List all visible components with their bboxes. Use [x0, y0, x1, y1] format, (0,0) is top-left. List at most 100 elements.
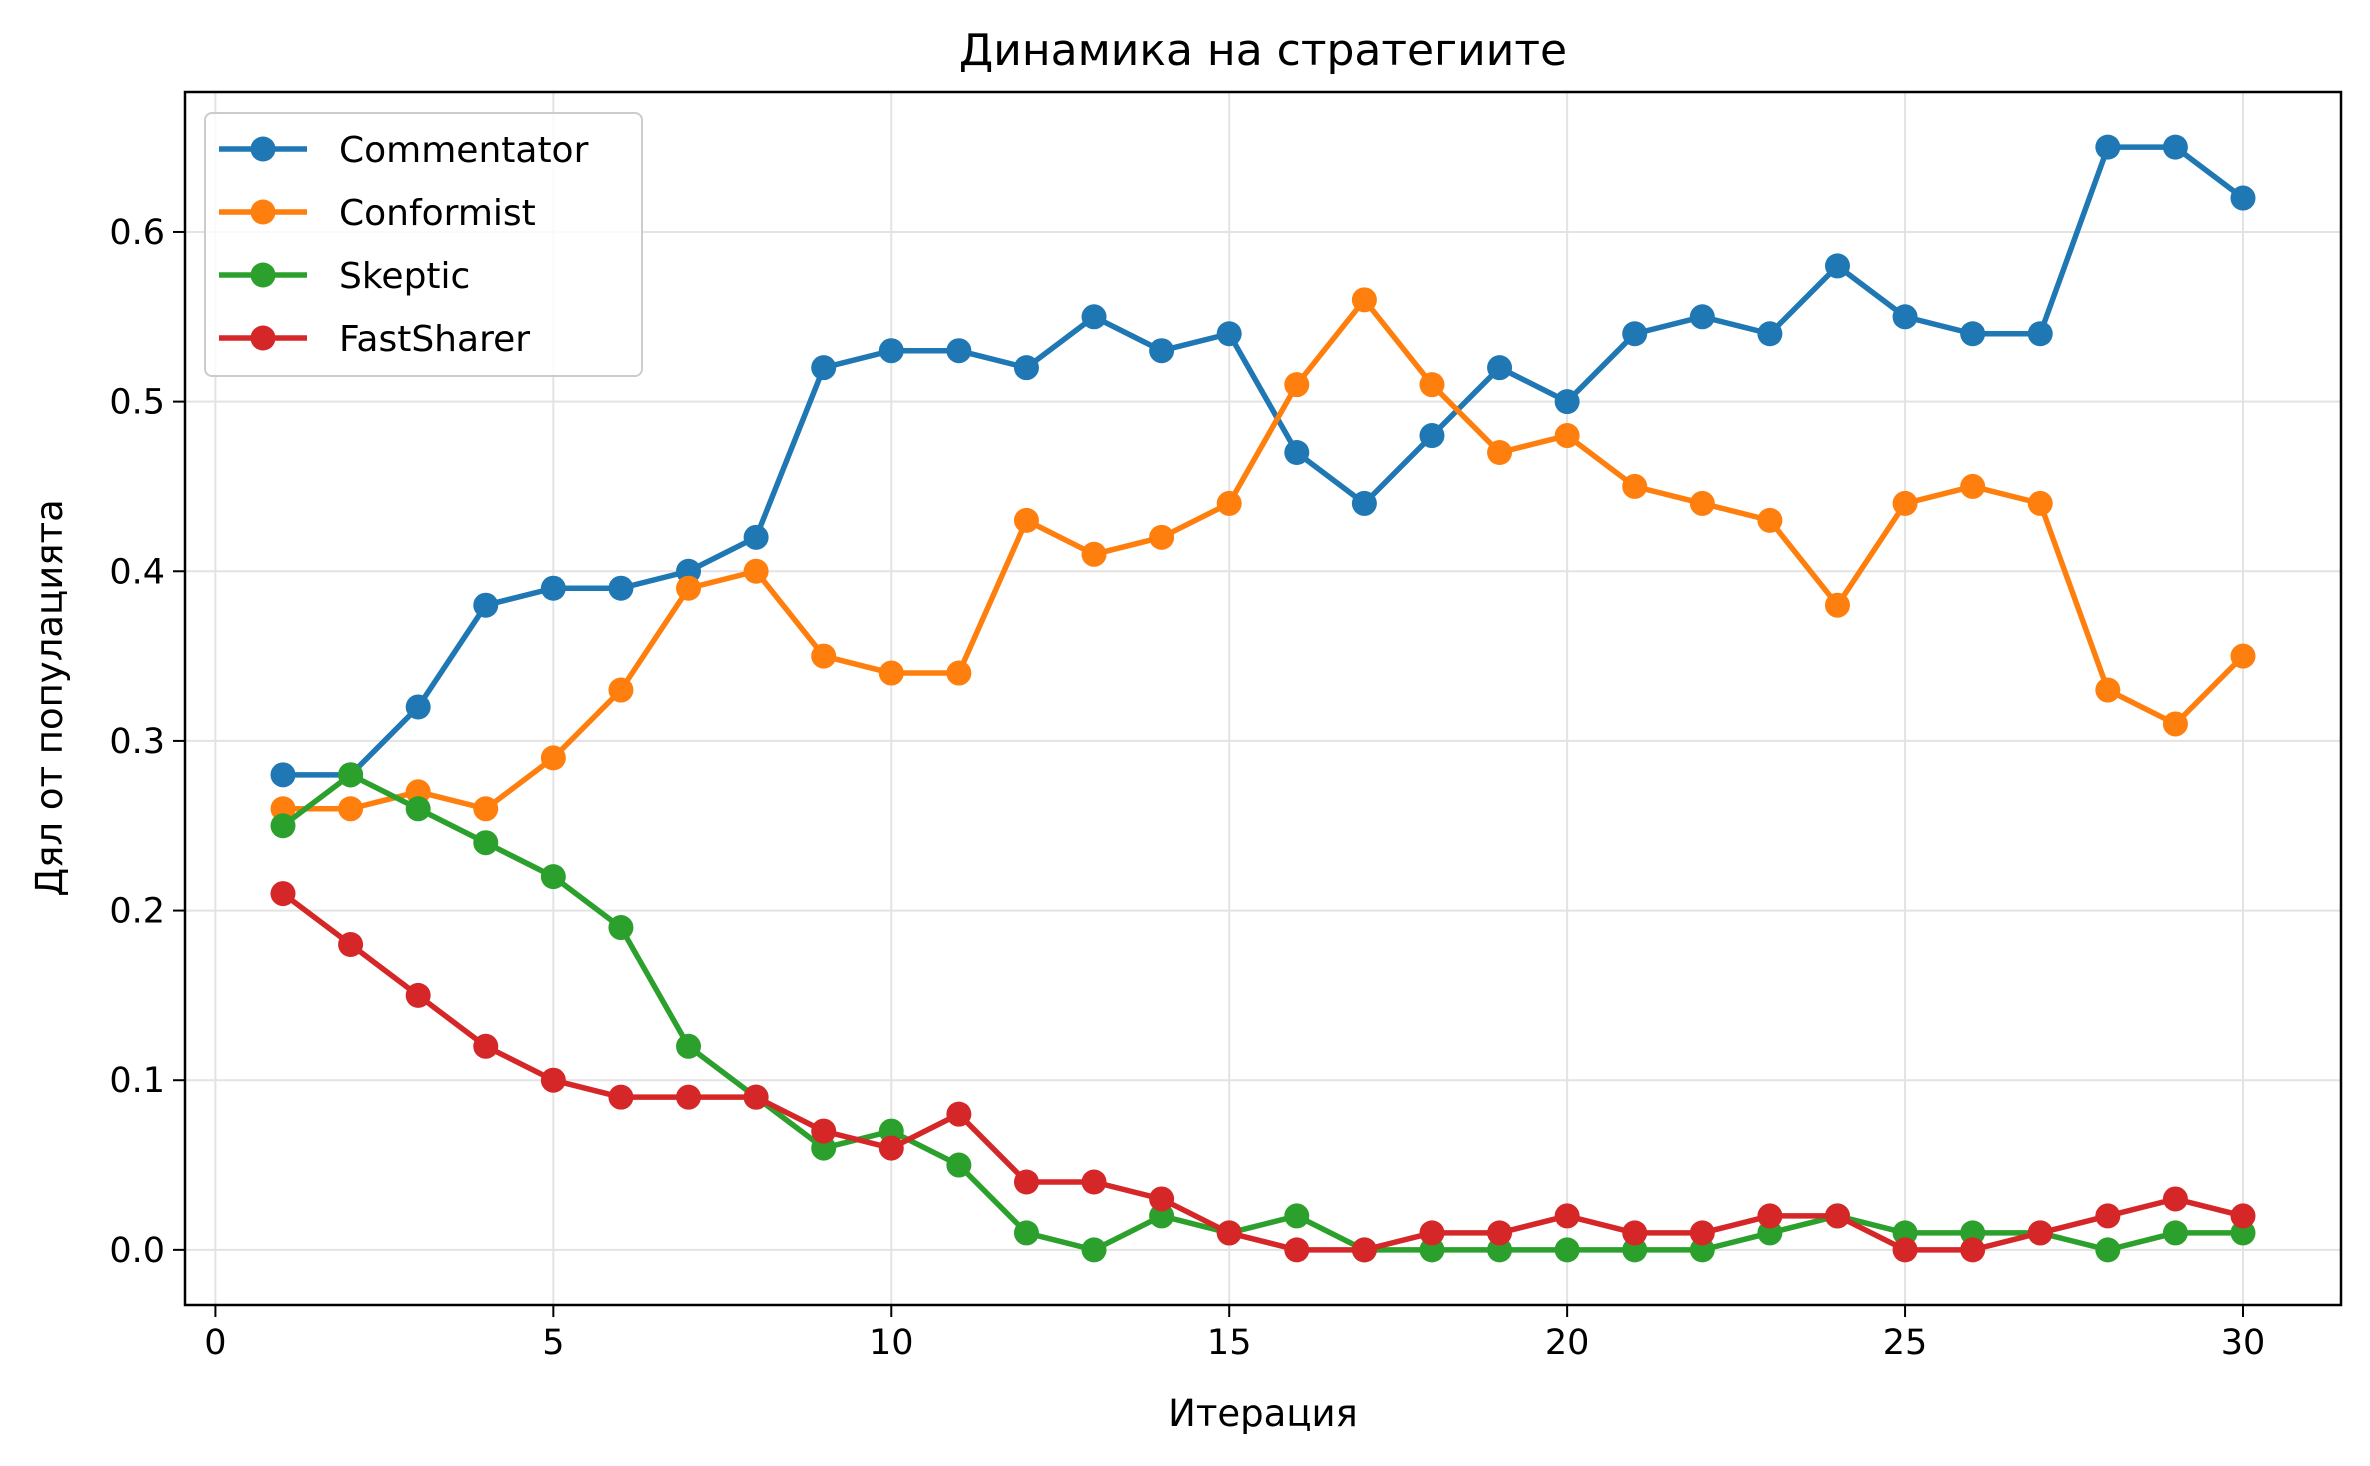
data-point-conformist — [1960, 473, 1986, 499]
data-point-commentator — [540, 575, 566, 601]
data-point-fastsharer — [811, 1118, 837, 1144]
x-axis-label: Итерация — [1168, 1392, 1358, 1435]
data-point-fastsharer — [1351, 1237, 1377, 1263]
data-point-conformist — [1689, 490, 1715, 516]
data-point-skeptic — [1284, 1203, 1310, 1229]
data-point-commentator — [1960, 321, 1986, 347]
series-conformist — [270, 287, 2256, 822]
data-point-commentator — [1284, 440, 1310, 466]
data-point-fastsharer — [540, 1067, 566, 1093]
data-point-fastsharer — [1960, 1237, 1986, 1263]
data-point-conformist — [2027, 490, 2053, 516]
data-point-commentator — [811, 355, 837, 381]
data-point-commentator — [473, 592, 499, 618]
data-point-fastsharer — [2230, 1203, 2256, 1229]
data-point-conformist — [878, 660, 904, 686]
series-skeptic — [270, 762, 2256, 1263]
data-point-fastsharer — [338, 931, 364, 957]
legend-label: FastSharer — [339, 319, 530, 360]
data-point-skeptic — [2095, 1237, 2121, 1263]
data-point-conformist — [338, 796, 364, 822]
axes-ticks: 0 5 10 15 20 25 30 0.0 0.1 0.2 0.3 0.4 0.5 0.6 — [109, 213, 2265, 1363]
data-point-fastsharer — [1757, 1203, 1783, 1229]
data-point-conformist — [1419, 372, 1445, 398]
data-point-commentator — [878, 338, 904, 364]
data-point-commentator — [743, 524, 769, 550]
data-point-fastsharer — [1216, 1220, 1242, 1246]
data-point-commentator — [1351, 490, 1377, 516]
data-point-commentator — [405, 694, 431, 720]
data-point-commentator — [946, 338, 972, 364]
plot-area — [270, 134, 2256, 1263]
series-line-skeptic — [280, 772, 2246, 1253]
data-point-conformist — [608, 677, 634, 703]
series-line-fastsharer — [280, 890, 2246, 1253]
plot-frame — [183, 90, 2343, 1307]
data-point-skeptic — [1013, 1220, 1039, 1246]
y-tick-label: 0.4 — [109, 552, 165, 592]
chart-title: Динамика на стратегиите — [959, 25, 1567, 76]
data-point-fastsharer — [1824, 1203, 1850, 1229]
x-tick-label: 15 — [1207, 1323, 1252, 1363]
data-point-fastsharer — [1622, 1220, 1648, 1246]
data-point-skeptic — [608, 915, 634, 941]
data-point-skeptic — [338, 762, 364, 788]
data-point-fastsharer — [1149, 1186, 1175, 1212]
data-point-commentator — [2027, 321, 2053, 347]
y-tick-label: 0.2 — [109, 892, 165, 932]
data-point-conformist — [1824, 592, 1850, 618]
data-point-fastsharer — [1284, 1237, 1310, 1263]
data-point-commentator — [1622, 321, 1648, 347]
grid — [185, 92, 2341, 1305]
data-point-conformist — [540, 745, 566, 771]
data-point-skeptic — [2162, 1220, 2188, 1246]
data-point-skeptic — [405, 796, 431, 822]
data-point-conformist — [743, 558, 769, 584]
data-point-commentator — [1149, 338, 1175, 364]
data-point-commentator — [270, 762, 296, 788]
data-point-commentator — [2230, 185, 2256, 211]
y-tick-label: 0.3 — [109, 722, 165, 762]
y-tick-label: 0.6 — [109, 213, 165, 253]
data-point-fastsharer — [1013, 1169, 1039, 1195]
data-point-fastsharer — [2095, 1203, 2121, 1229]
data-point-commentator — [1892, 304, 1918, 330]
data-point-fastsharer — [2027, 1220, 2053, 1246]
data-point-skeptic — [1081, 1237, 1107, 1263]
data-point-fastsharer — [2162, 1186, 2188, 1212]
data-point-commentator — [1689, 304, 1715, 330]
legend-marker — [250, 262, 276, 288]
legend-marker — [250, 325, 276, 351]
data-point-conformist — [1757, 507, 1783, 533]
data-point-conformist — [1351, 287, 1377, 313]
data-point-skeptic — [1554, 1237, 1580, 1263]
data-point-fastsharer — [946, 1101, 972, 1127]
data-point-skeptic — [270, 813, 296, 839]
data-point-fastsharer — [1487, 1220, 1513, 1246]
legend-label: Conformist — [339, 193, 536, 234]
data-point-conformist — [1622, 473, 1648, 499]
y-tick-label: 0.1 — [109, 1061, 165, 1101]
data-point-fastsharer — [878, 1135, 904, 1161]
legend-item-fastsharer: FastSharer — [219, 319, 530, 360]
y-tick-label: 0.5 — [109, 383, 165, 423]
data-point-skeptic — [540, 864, 566, 890]
data-point-fastsharer — [1892, 1237, 1918, 1263]
legend: Commentator Conformist Skeptic FastSharer — [204, 112, 643, 377]
data-point-commentator — [1554, 389, 1580, 415]
data-point-fastsharer — [1419, 1220, 1445, 1246]
x-tick-label: 0 — [204, 1323, 226, 1363]
legend-item-commentator: Commentator — [219, 130, 589, 171]
data-point-conformist — [1149, 524, 1175, 550]
data-point-conformist — [1892, 490, 1918, 516]
data-point-conformist — [1284, 372, 1310, 398]
x-tick-label: 30 — [2221, 1323, 2266, 1363]
data-point-conformist — [946, 660, 972, 686]
data-point-conformist — [1081, 541, 1107, 567]
x-tick-label: 10 — [869, 1323, 914, 1363]
data-point-fastsharer — [676, 1084, 702, 1110]
data-point-conformist — [2095, 677, 2121, 703]
data-point-commentator — [608, 575, 634, 601]
legend-label: Skeptic — [339, 256, 470, 297]
